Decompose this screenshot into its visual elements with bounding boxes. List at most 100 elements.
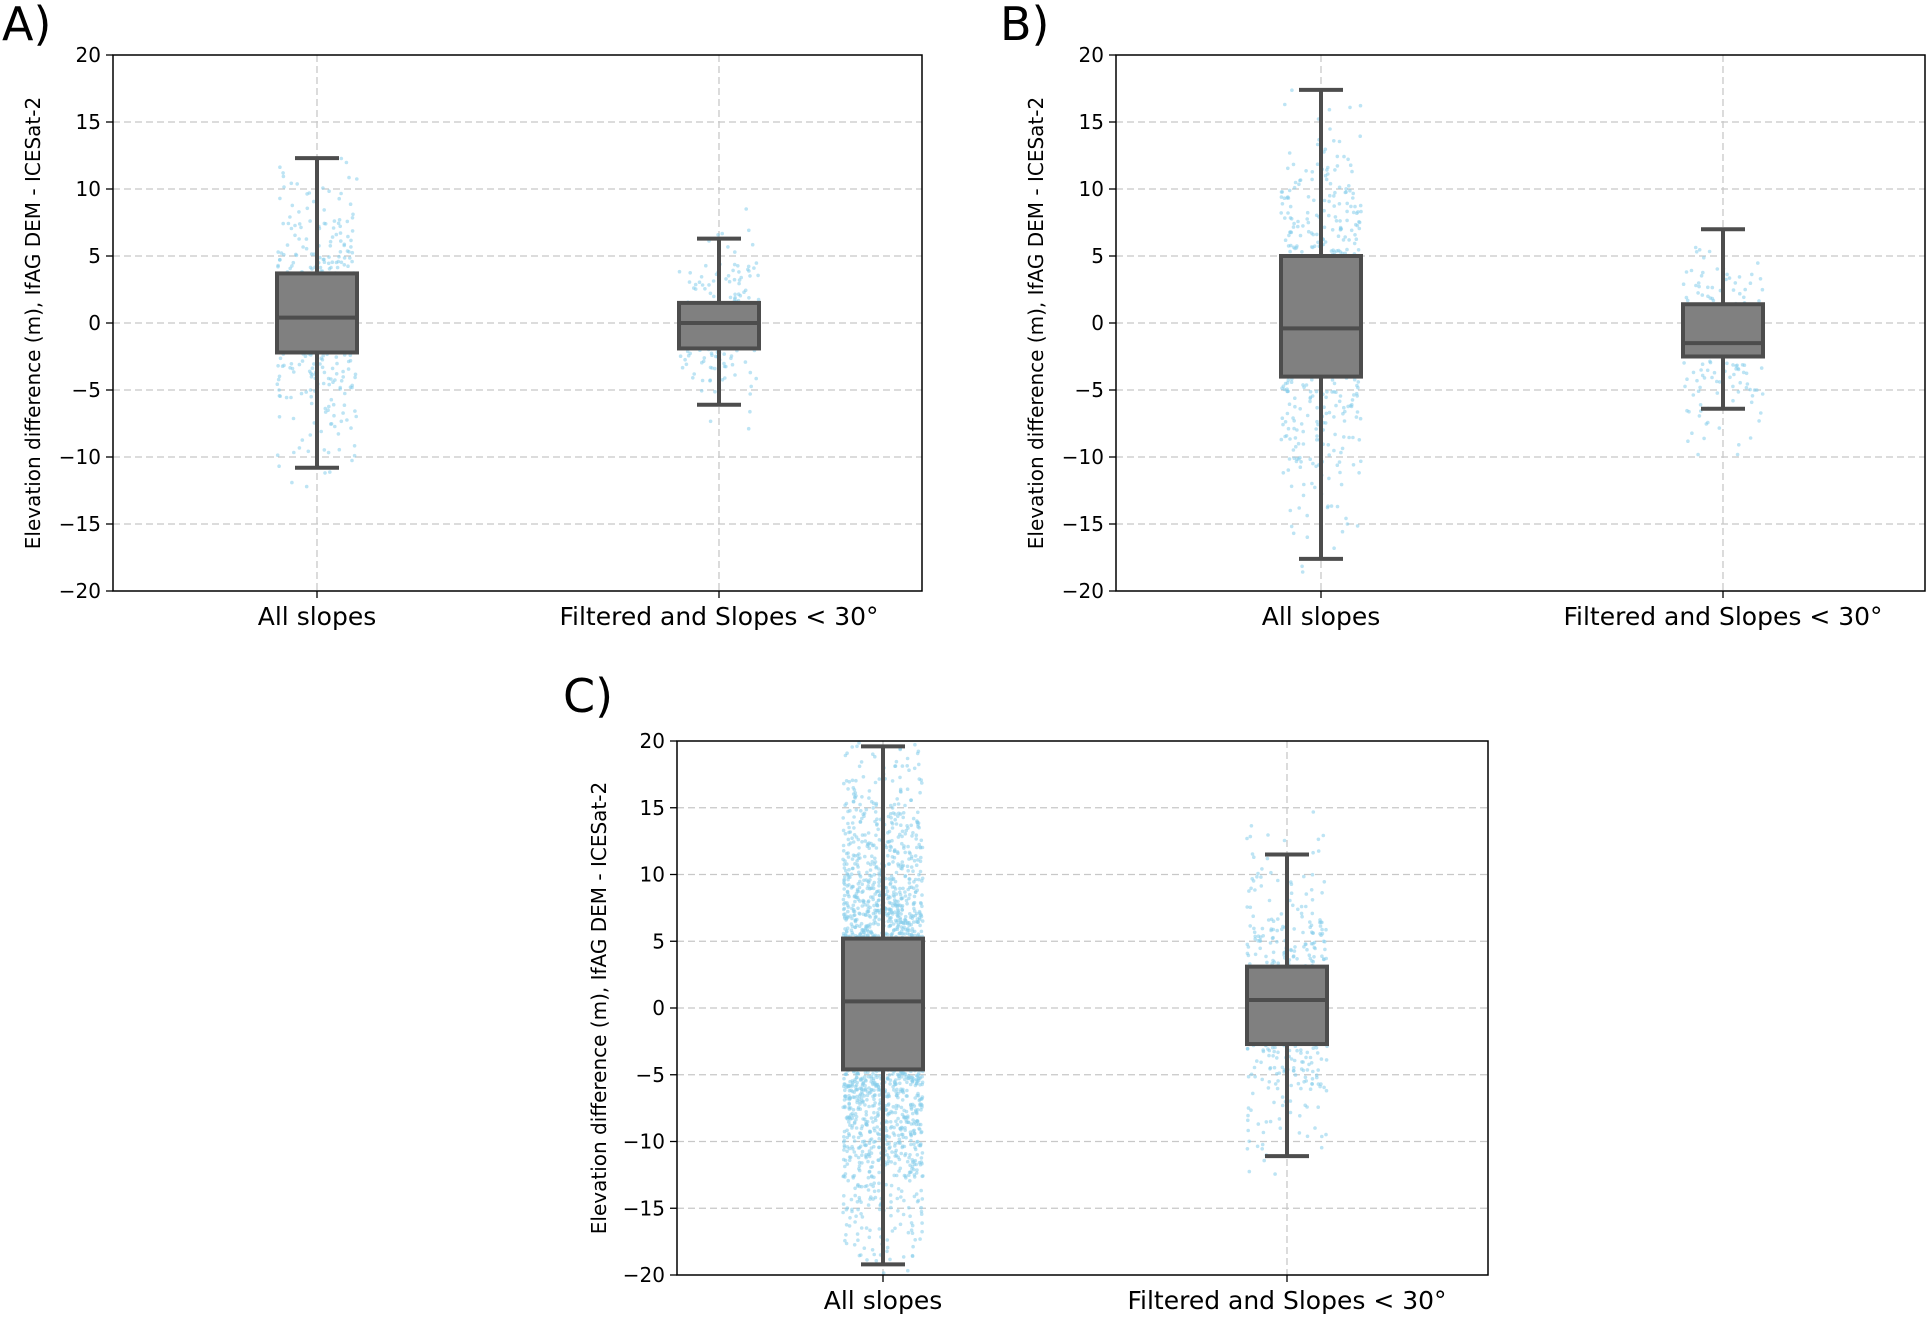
data-point (713, 366, 717, 371)
data-point (292, 370, 296, 374)
data-point (887, 1155, 891, 1160)
data-point (1320, 954, 1324, 958)
data-point (1247, 1139, 1251, 1144)
data-point (895, 907, 900, 912)
data-point (350, 259, 354, 264)
data-point (907, 877, 912, 881)
data-point (907, 1173, 911, 1177)
data-point (899, 1120, 903, 1124)
data-point (857, 846, 861, 850)
y-tick-label: −20 (623, 1263, 665, 1287)
data-point (884, 1182, 888, 1187)
data-point (1315, 434, 1319, 438)
data-point (1745, 382, 1750, 386)
data-point (915, 820, 920, 824)
data-point (1322, 225, 1327, 230)
data-point (841, 843, 846, 848)
data-point (1298, 1114, 1302, 1118)
data-point (846, 855, 851, 859)
data-point (871, 1081, 875, 1085)
data-point (1330, 228, 1335, 232)
data-point (1246, 1113, 1250, 1118)
data-point (915, 884, 919, 888)
data-point (870, 859, 875, 864)
data-point (1279, 195, 1284, 199)
data-point (1289, 880, 1293, 884)
data-point (1305, 535, 1310, 539)
y-tick-label: −5 (72, 378, 101, 402)
data-point (915, 1168, 919, 1172)
data-point (1297, 457, 1301, 461)
data-point (1309, 1061, 1314, 1065)
data-point (312, 362, 316, 366)
data-point (888, 812, 893, 816)
data-point (306, 449, 311, 454)
data-point (1280, 1065, 1285, 1070)
data-point (1339, 227, 1344, 231)
data-point (1311, 461, 1315, 466)
y-tick-label: −5 (1075, 378, 1104, 402)
data-point (860, 840, 864, 844)
data-point (754, 376, 758, 381)
data-point (1316, 849, 1321, 853)
data-point (1264, 1120, 1269, 1124)
data-point (1345, 522, 1350, 526)
data-point (896, 851, 900, 855)
data-point (1258, 938, 1262, 942)
data-point (1277, 1117, 1282, 1121)
data-point (1253, 1074, 1257, 1079)
data-point (1351, 435, 1355, 440)
data-point (872, 843, 876, 847)
data-point (1246, 1106, 1251, 1110)
data-point (855, 1071, 860, 1076)
y-tick-label: 10 (1079, 177, 1104, 201)
data-point (886, 1092, 891, 1096)
data-point (1731, 288, 1736, 292)
data-point (876, 898, 881, 903)
data-point (911, 920, 916, 924)
data-point (1356, 248, 1361, 252)
data-point (1710, 285, 1715, 290)
data-point (898, 890, 902, 895)
data-point (339, 156, 344, 161)
data-point (918, 869, 923, 874)
data-point (850, 866, 855, 871)
data-point (918, 917, 922, 922)
data-point (903, 832, 908, 836)
data-point (1247, 889, 1251, 893)
data-point (1337, 202, 1342, 206)
data-point (322, 208, 327, 212)
data-point (906, 1114, 910, 1118)
data-point (1359, 459, 1363, 464)
data-point (896, 903, 901, 907)
data-point (297, 446, 302, 450)
data-point (842, 902, 846, 906)
data-point (326, 261, 331, 266)
data-point (1738, 291, 1742, 296)
data-point (854, 1114, 859, 1119)
data-point (1301, 442, 1306, 446)
data-point (1337, 460, 1342, 464)
data-point (1301, 1068, 1306, 1073)
data-point (1275, 1086, 1280, 1091)
data-point (1348, 163, 1353, 167)
data-point (1310, 481, 1314, 486)
data-point (1316, 1068, 1320, 1072)
data-point (1683, 384, 1687, 389)
data-point (1311, 232, 1315, 237)
data-point (899, 1125, 904, 1130)
data-point (276, 377, 281, 382)
data-point (1759, 411, 1763, 415)
data-point (890, 779, 895, 783)
data-point (898, 1089, 903, 1094)
data-point (867, 796, 871, 800)
data-point (914, 1171, 919, 1175)
data-point (874, 833, 878, 838)
data-point (851, 1176, 856, 1180)
data-point (913, 742, 917, 747)
data-point (1314, 1046, 1319, 1050)
data-point (1289, 380, 1294, 385)
data-point (898, 747, 902, 752)
data-point (1311, 1069, 1315, 1074)
